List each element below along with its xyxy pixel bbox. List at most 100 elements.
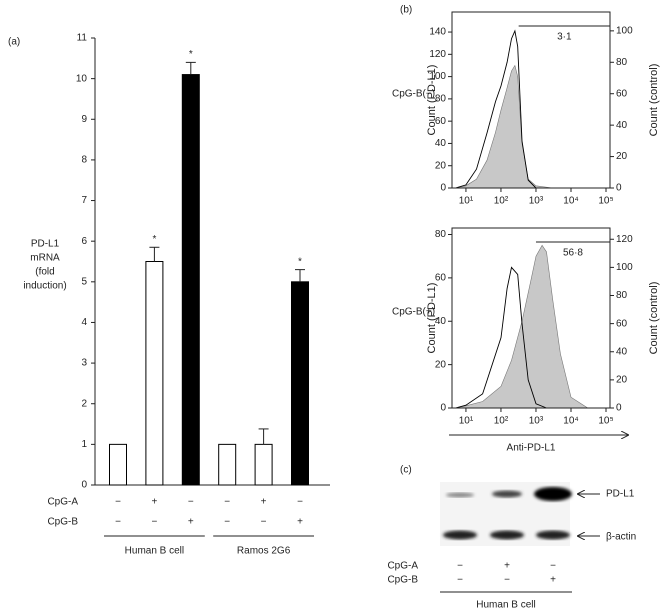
treatment-name: CpG-B — [387, 575, 418, 586]
y-tick-label: 60 — [616, 318, 628, 329]
treatment-sign: + — [504, 561, 510, 572]
significance: * — [298, 256, 302, 267]
y-axis-label: Count (PD-L1) — [426, 283, 438, 354]
row-label: CpG-B(+) — [392, 307, 435, 318]
treatment-sign: − — [224, 517, 230, 528]
y-tick-label: 80 — [616, 57, 628, 68]
y-tick-label: 100 — [616, 262, 633, 273]
plot-frame — [451, 227, 611, 409]
group-label: Human B cell — [125, 546, 184, 557]
x-tick-label: 10³ — [529, 196, 544, 207]
y-tick-label: 80 — [435, 229, 447, 240]
y-tick-label: 60 — [435, 273, 447, 284]
y-tick-label: 100 — [616, 25, 633, 36]
treatment-sign: − — [550, 561, 556, 572]
y-tick-label: 3 — [81, 358, 87, 369]
y-tick-label: 20 — [616, 151, 628, 162]
bar — [291, 281, 309, 486]
y-tick-label: 60 — [616, 88, 628, 99]
treatment-sign: − — [504, 575, 510, 586]
y-tick-label: 40 — [616, 120, 628, 131]
treatment-sign: − — [261, 517, 267, 528]
gate-label: 56·8 — [563, 248, 583, 259]
x-tick-label: 10⁵ — [598, 416, 613, 427]
blot-image — [440, 482, 600, 593]
x-tick-label: 10² — [494, 196, 509, 207]
x-axis-label: Anti-PD-L1 — [507, 443, 556, 454]
y-tick-label: 0 — [616, 403, 622, 414]
x-tick-label: 10¹ — [459, 416, 474, 427]
histogram-line — [455, 266, 547, 409]
x-tick-label: 10⁴ — [563, 196, 578, 207]
y-tick-label: 4 — [81, 317, 87, 328]
treatment-sign: − — [115, 497, 121, 508]
y-axis-label: PD-L1 — [31, 239, 60, 250]
y-tick-label: 40 — [616, 346, 628, 357]
significance: * — [189, 49, 193, 60]
y2-axis-label: Count (control) — [648, 282, 660, 355]
panel-label: (c) — [400, 465, 412, 476]
bar — [145, 261, 164, 486]
x-tick-label: 10³ — [529, 416, 544, 427]
treatment-sign: − — [457, 561, 463, 572]
treatment-sign: − — [115, 517, 121, 528]
band-label: PD-L1 — [606, 489, 635, 500]
y-tick-label: 0 — [81, 480, 87, 491]
y-tick-label: 20 — [435, 359, 447, 370]
treatment-name: CpG-A — [387, 561, 418, 572]
y-tick-label: 10 — [76, 73, 88, 84]
treatment-sign: − — [224, 497, 230, 508]
x-tick-label: 10² — [494, 416, 509, 427]
treatment-sign: + — [261, 497, 267, 508]
y-tick-label: 100 — [429, 71, 446, 82]
panel-label: (a) — [8, 37, 20, 48]
y-tick-label: 8 — [81, 155, 87, 166]
y-tick-label: 80 — [435, 94, 447, 105]
bar — [254, 443, 273, 486]
y-tick-label: 6 — [81, 236, 87, 247]
treatment-sign: + — [151, 497, 157, 508]
plot-frame — [451, 11, 611, 189]
x-tick-label: 10⁵ — [598, 196, 613, 207]
y-tick-label: 0 — [440, 183, 446, 194]
y-tick-label: 9 — [81, 114, 87, 125]
gate-label: 3·1 — [557, 32, 572, 43]
bar — [218, 443, 237, 486]
significance: * — [152, 234, 156, 245]
treatment-sign: − — [188, 497, 194, 508]
treatment-sign: + — [550, 575, 556, 586]
y-axis-label: mRNA — [30, 253, 60, 264]
y-tick-label: 7 — [81, 195, 87, 206]
y-tick-label: 20 — [616, 375, 628, 386]
treatment-sign: − — [297, 497, 303, 508]
y-tick-label: 11 — [77, 33, 88, 44]
y-tick-label: 0 — [616, 183, 622, 194]
y-tick-label: 5 — [81, 276, 87, 287]
y-tick-label: 40 — [435, 138, 447, 149]
treatment-sign: − — [151, 517, 157, 528]
bar — [181, 74, 200, 486]
histogram-fill — [455, 64, 553, 189]
x-tick-label: 10¹ — [459, 196, 474, 207]
treatment-name: CpG-B — [47, 517, 78, 528]
y-axis-label: (fold — [35, 267, 54, 278]
band-label: β-actin — [606, 532, 636, 543]
treatment-name: CpG-A — [47, 497, 78, 508]
x-tick-label: 10⁴ — [563, 416, 578, 427]
row-label: CpG-B(−) — [392, 89, 435, 100]
y-axis-label: Count (PD-L1) — [426, 65, 438, 136]
y-tick-label: 1 — [81, 439, 87, 450]
y-axis-label: induction) — [23, 281, 66, 292]
treatment-sign: + — [297, 517, 303, 528]
y-tick-label: 2 — [81, 398, 87, 409]
y-tick-label: 20 — [435, 160, 447, 171]
y-tick-label: 140 — [429, 27, 446, 38]
y2-axis-label: Count (control) — [648, 64, 660, 137]
y-tick-label: 120 — [429, 49, 446, 60]
histogram-fill — [455, 244, 589, 409]
y-tick-label: 0 — [440, 403, 446, 414]
treatment-sign: − — [457, 575, 463, 586]
treatment-sign: + — [188, 517, 194, 528]
panel-label: (b) — [400, 5, 412, 16]
